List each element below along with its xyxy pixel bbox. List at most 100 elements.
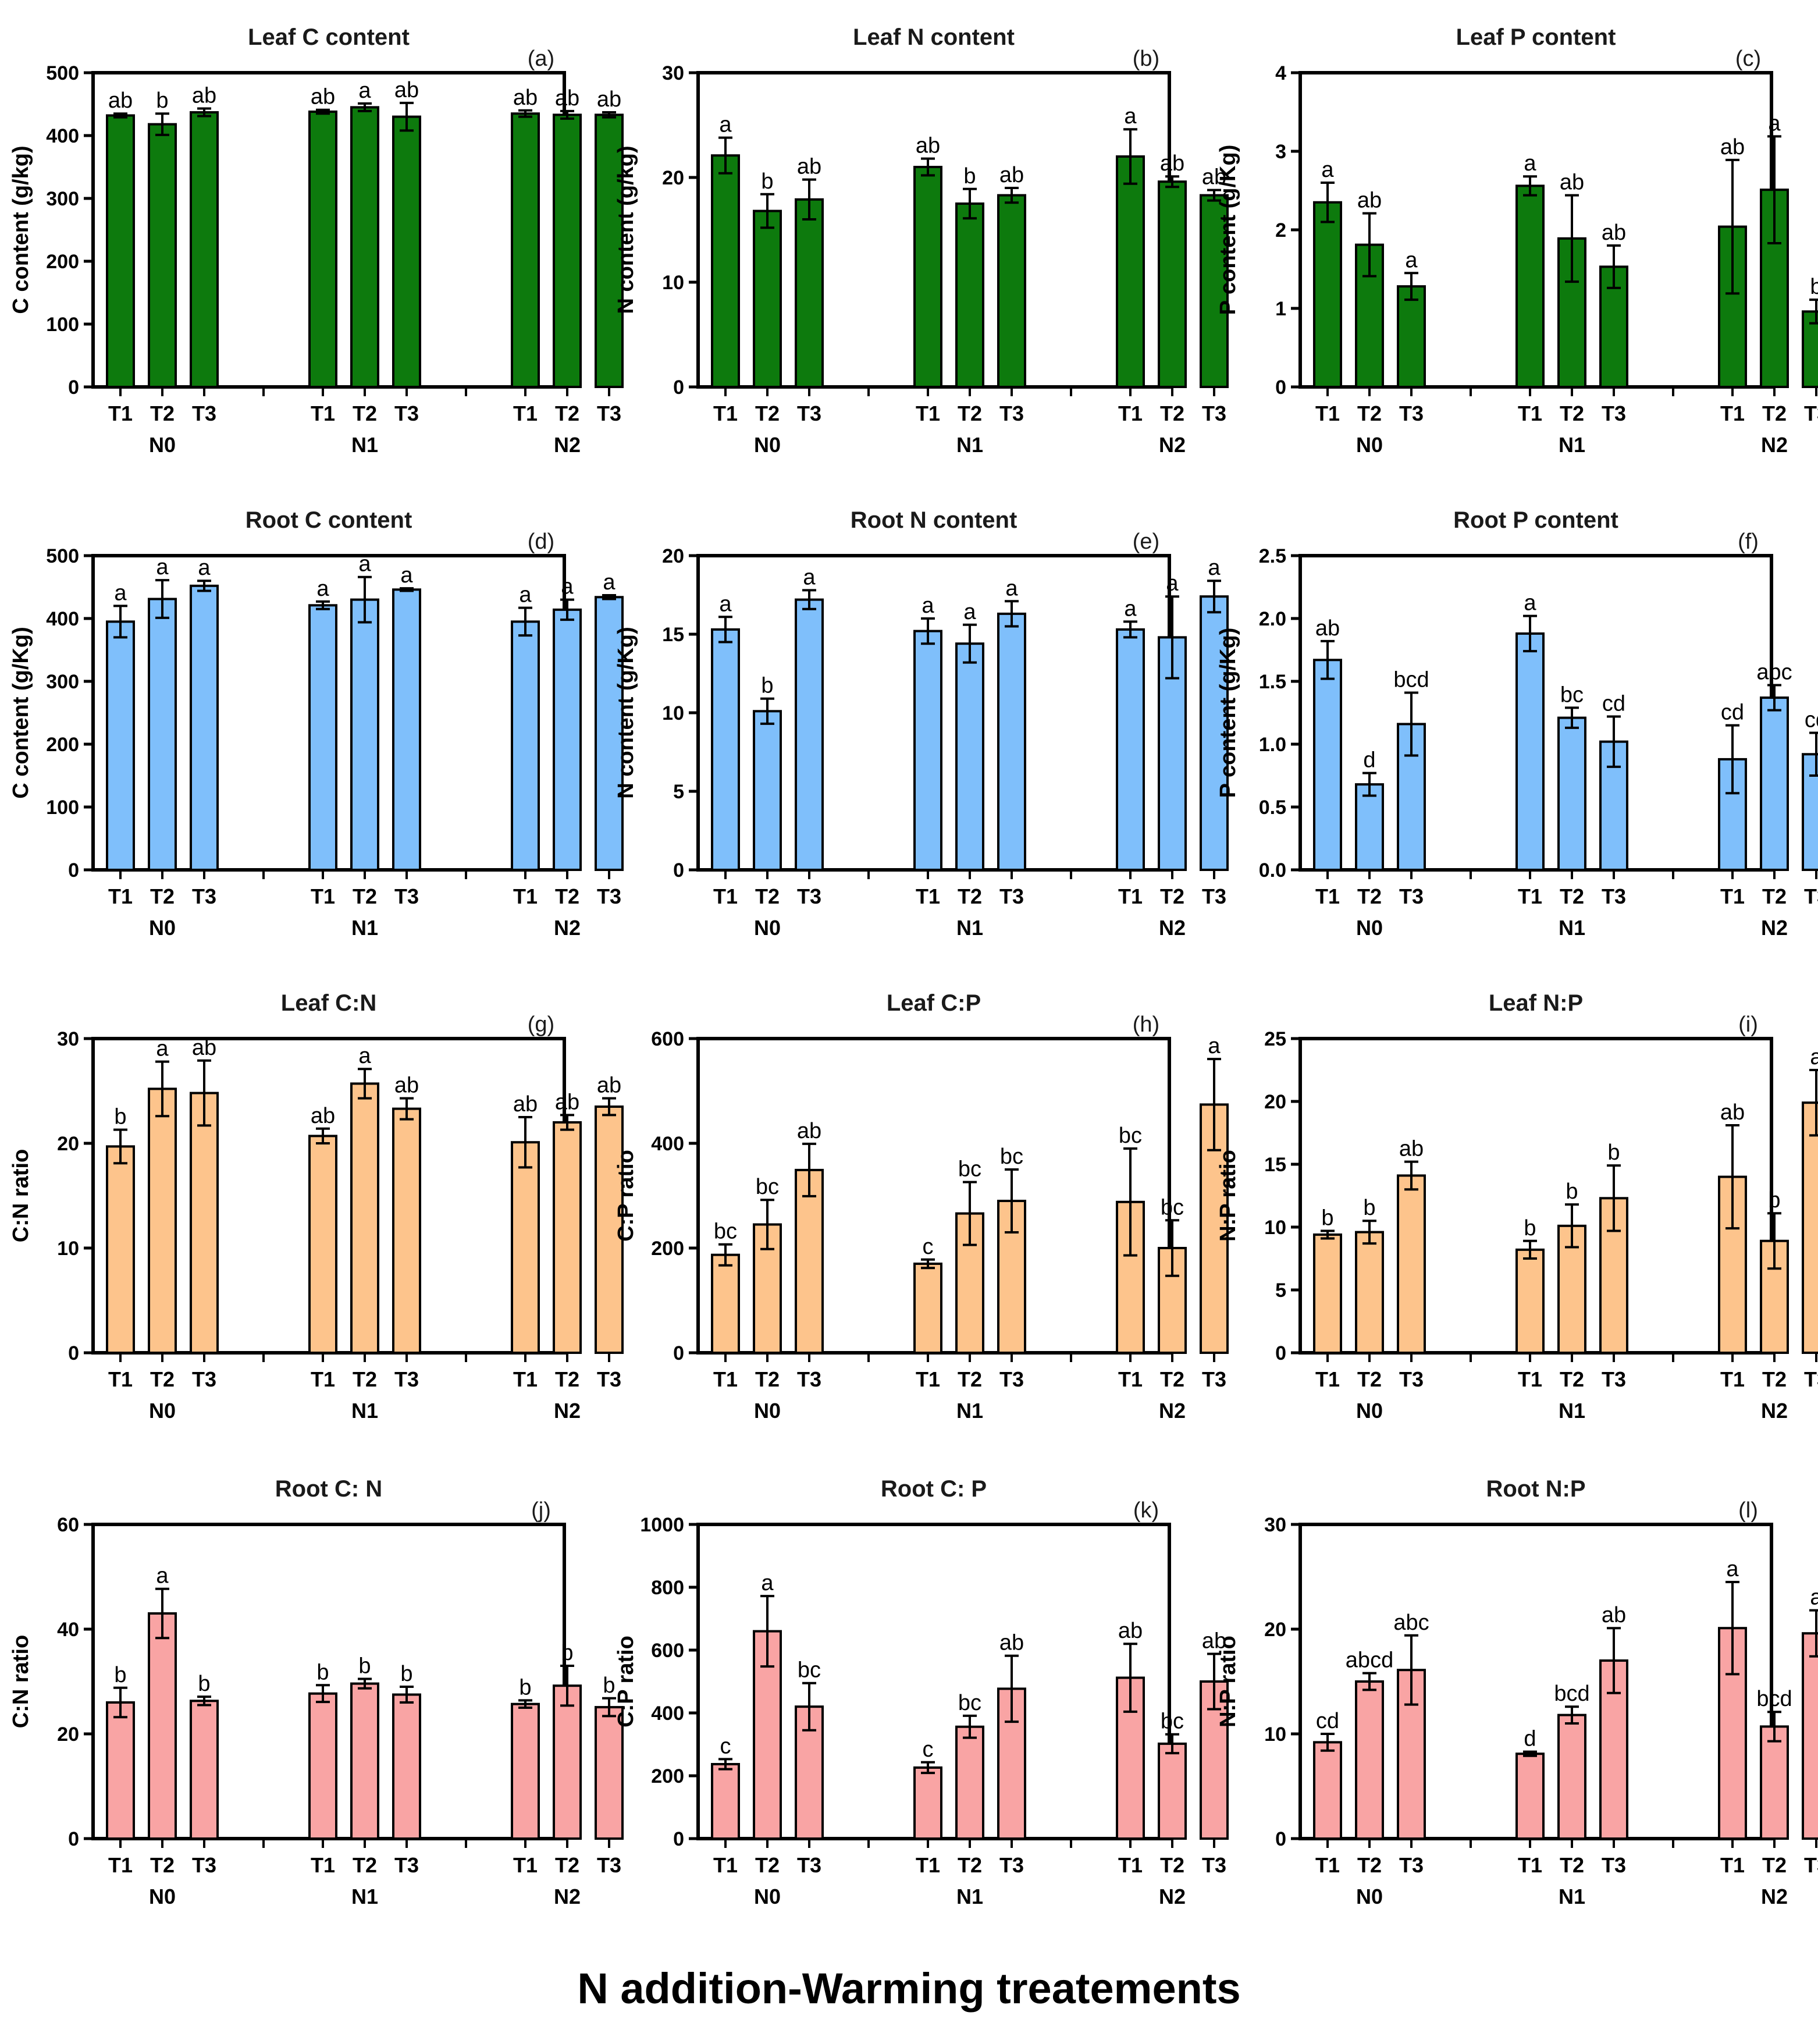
significance-letter: ab xyxy=(394,78,419,102)
y-tick-label: 40 xyxy=(57,1619,79,1641)
x-tick-label: T2 xyxy=(755,1367,780,1391)
y-tick-label: 200 xyxy=(651,1238,684,1260)
x-tick-label: T3 xyxy=(797,401,821,425)
y-axis-label: N:P ratio xyxy=(1216,1150,1240,1242)
significance-letter: ab xyxy=(311,1104,335,1128)
bar xyxy=(795,198,824,388)
bar xyxy=(190,1092,219,1354)
y-tick-label: 1.5 xyxy=(1259,671,1286,693)
x-tick-label: T3 xyxy=(1399,1367,1424,1391)
x-tick-label: T2 xyxy=(958,401,982,425)
panel-a: Leaf C content (a) 0 100 200 300 400 500 C conte… xyxy=(9,24,624,457)
y-tick-label: 5 xyxy=(1275,1279,1286,1302)
significance-letter: ab xyxy=(1357,189,1382,213)
bar xyxy=(795,1168,824,1355)
y-tick-label: 100 xyxy=(46,314,79,336)
x-tick-label: T1 xyxy=(1720,1853,1745,1877)
group-label: N1 xyxy=(956,1885,983,1908)
bar xyxy=(711,154,740,388)
panel-letter: (k) xyxy=(1133,1498,1159,1523)
significance-letter: a xyxy=(561,575,574,599)
x-tick-label: T3 xyxy=(1804,884,1818,908)
x-tick-label: T3 xyxy=(797,1367,821,1391)
significance-letter: a xyxy=(1405,248,1418,272)
x-tick-label: T2 xyxy=(353,401,377,425)
y-tick-label: 600 xyxy=(651,1640,684,1662)
significance-letter: b xyxy=(519,1675,531,1700)
group-label: N0 xyxy=(754,916,781,940)
x-tick-label: T1 xyxy=(1118,884,1143,908)
x-tick-label: T3 xyxy=(597,884,621,908)
bar xyxy=(308,604,337,871)
significance-letter: bc xyxy=(756,1175,779,1199)
significance-letter: ab xyxy=(192,84,216,108)
significance-letter: abcd xyxy=(1346,1648,1393,1673)
significance-letter: ab xyxy=(555,1090,579,1114)
bar xyxy=(106,1145,135,1355)
panel-f: Root P content (f) 0.0 0.5 1.0 1.5 2.0 2.5 P con… xyxy=(1216,507,1818,940)
y-tick-label: 0 xyxy=(68,1342,79,1364)
x-tick-label: T3 xyxy=(999,1853,1024,1877)
group-label: N1 xyxy=(956,916,983,940)
bar xyxy=(1397,285,1426,389)
x-tick-label: T1 xyxy=(916,401,940,425)
x-tick-label: T3 xyxy=(192,1367,216,1391)
x-tick-label: T1 xyxy=(1118,401,1143,425)
group-label: N1 xyxy=(1559,433,1585,457)
significance-letter: bc xyxy=(958,1157,981,1182)
x-tick-label: T2 xyxy=(1762,401,1787,425)
y-tick-label: 500 xyxy=(46,545,79,567)
group-label: N1 xyxy=(351,433,378,457)
group-label: N1 xyxy=(1559,916,1585,940)
bar xyxy=(1158,1742,1187,1840)
panel-d: Root C content (d) 0 100 200 300 400 500 C conte… xyxy=(9,507,624,940)
significance-letter: bc xyxy=(1000,1144,1023,1169)
x-tick-label: T3 xyxy=(1602,884,1626,908)
bar xyxy=(997,194,1026,388)
significance-letter: c xyxy=(720,1734,731,1758)
x-tick-label: T1 xyxy=(108,1853,133,1877)
significance-letter: d xyxy=(1524,1727,1536,1751)
y-tick-label: 200 xyxy=(46,734,79,756)
bar xyxy=(1313,201,1342,388)
x-tick-label: T1 xyxy=(1518,401,1542,425)
bar xyxy=(1355,783,1384,871)
group-label: N2 xyxy=(554,916,581,940)
significance-letter: a xyxy=(1810,1586,1818,1610)
significance-letter: b xyxy=(963,164,976,189)
x-tick-label: T1 xyxy=(916,1367,940,1391)
panel-c: Leaf P content (c) 0 1 2 3 4 P content (g/Kg) a T… xyxy=(1216,24,1818,457)
significance-letter: a xyxy=(358,1044,371,1068)
x-tick-label: T3 xyxy=(1804,401,1818,425)
bar xyxy=(1158,180,1187,388)
group-label: N2 xyxy=(1159,1885,1186,1908)
x-tick-label: T3 xyxy=(797,1853,821,1877)
bar xyxy=(795,598,824,871)
significance-letter: bc xyxy=(1161,1195,1184,1220)
x-tick-label: T3 xyxy=(394,1367,419,1391)
bar xyxy=(190,111,219,388)
bar xyxy=(553,608,582,871)
x-tick-label: T3 xyxy=(192,401,216,425)
panel-letter: (h) xyxy=(1133,1012,1159,1037)
significance-letter: bcd xyxy=(1393,667,1429,692)
bar xyxy=(308,1692,337,1840)
significance-letter: ab xyxy=(1720,1100,1745,1125)
significance-letter: b xyxy=(1607,1140,1620,1165)
bar xyxy=(308,1135,337,1355)
group-label: N2 xyxy=(1159,433,1186,457)
group-label: N0 xyxy=(1356,433,1383,457)
group-label: N2 xyxy=(554,433,581,457)
significance-letter: ab xyxy=(555,86,579,111)
bar xyxy=(1313,1233,1342,1354)
y-axis-label: C content (g/Kg) xyxy=(9,627,33,799)
y-tick-label: 0 xyxy=(673,1342,684,1364)
bar xyxy=(553,113,582,389)
y-tick-label: 0 xyxy=(1275,376,1286,399)
significance-letter: ab xyxy=(797,155,821,179)
panel-title: Root C: P xyxy=(881,1476,987,1502)
significance-letter: a xyxy=(1321,158,1334,182)
x-tick-label: T3 xyxy=(999,884,1024,908)
significance-letter: c xyxy=(923,1235,934,1259)
y-tick-label: 0 xyxy=(68,1828,79,1850)
